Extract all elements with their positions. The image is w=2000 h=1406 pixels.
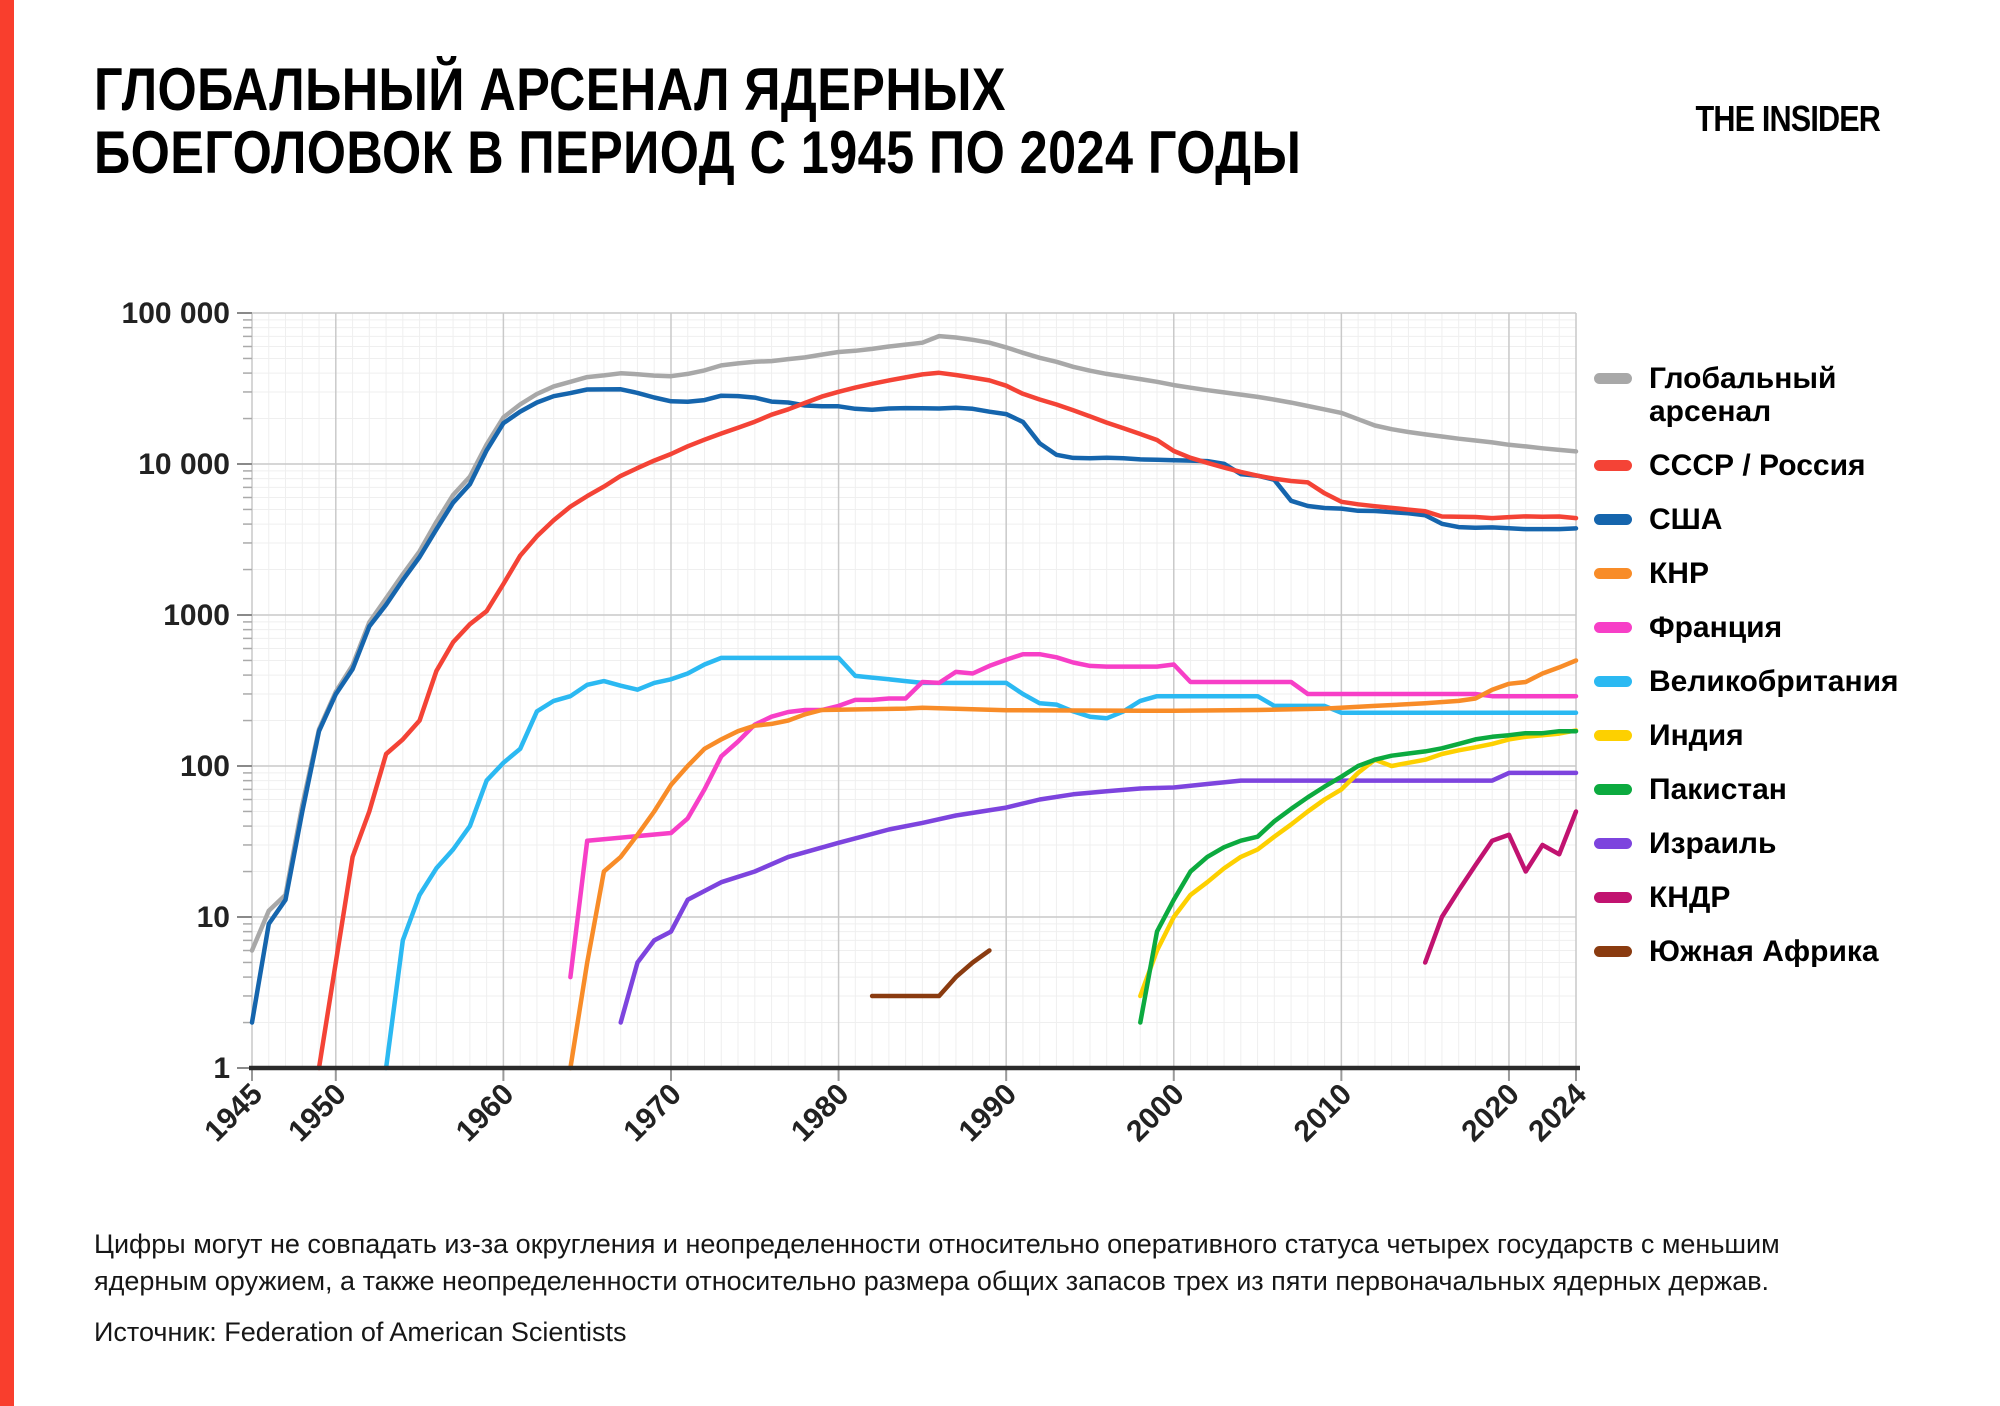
y-tick-label: 1000 (163, 599, 230, 632)
legend-label-india: Индия (1649, 719, 1744, 752)
x-tick-label: 1990 (953, 1078, 1024, 1149)
chart-legend: Глобальный арсенал СССР / Россия США КНР Фра… (1594, 362, 1914, 989)
page-title-line2: БОЕГОЛОВОК В ПЕРИОД С 1945 ПО 2024 ГОДЫ (94, 119, 1302, 186)
legend-item-dprk: КНДР (1594, 881, 1914, 914)
x-tick-label: 1950 (282, 1078, 353, 1149)
x-tick-label: 2000 (1120, 1078, 1191, 1149)
axis-ticks (237, 312, 1577, 1081)
series-line-israel (618, 770, 1579, 1025)
legend-swatch-india (1594, 730, 1632, 741)
series-line-pakistan (1138, 728, 1579, 1025)
legend-swatch-global (1594, 373, 1632, 384)
legend-label-ussr_russia: СССР / Россия (1649, 449, 1866, 482)
legend-item-china: КНР (1594, 557, 1914, 590)
page-title-line1: ГЛОБАЛЬНЫЙ АРСЕНАЛ ЯДЕРНЫХ (94, 56, 1006, 123)
series-line-uk (383, 655, 1579, 1071)
x-tick-label: 2010 (1288, 1078, 1359, 1149)
legend-label-global: Глобальный арсенал (1649, 362, 1837, 428)
page-title: ГЛОБАЛЬНЫЙ АРСЕНАЛ ЯДЕРНЫХ БОЕГОЛОВОК В … (94, 58, 1301, 184)
legend-item-south_africa: Южная Африка (1594, 935, 1914, 968)
legend-swatch-uk (1594, 676, 1632, 687)
series-line-india (1138, 728, 1579, 999)
legend-label-china: КНР (1649, 557, 1709, 590)
legend-swatch-dprk (1594, 892, 1632, 903)
legend-item-ussr_russia: СССР / Россия (1594, 449, 1914, 482)
y-tick-label: 100 000 (122, 297, 230, 330)
legend-label-usa: США (1649, 503, 1723, 536)
footnote: Цифры могут не совпадать из-за округлени… (94, 1226, 1780, 1351)
legend-swatch-china (1594, 568, 1632, 579)
series-line-dprk (1422, 809, 1579, 965)
legend-item-israel: Израиль (1594, 827, 1914, 860)
y-tick-label: 100 (180, 750, 230, 783)
legend-item-india: Индия (1594, 719, 1914, 752)
legend-swatch-ussr_russia (1594, 460, 1632, 471)
x-tick-label: 2020 (1455, 1078, 1526, 1149)
legend-item-pakistan: Пакистан (1594, 773, 1914, 806)
legend-label-uk: Великобритания (1649, 665, 1899, 698)
series-line-south_africa (869, 948, 992, 999)
x-tick-label: 1980 (785, 1078, 856, 1149)
legend-item-france: Франция (1594, 611, 1914, 644)
x-tick-label: 1960 (450, 1078, 521, 1149)
legend-label-israel: Израиль (1649, 827, 1777, 860)
footnote-line1: Цифры могут не совпадать из-за округлени… (94, 1229, 1780, 1259)
legend-swatch-usa (1594, 514, 1632, 525)
series-line-france (568, 651, 1579, 980)
series-line-china (568, 658, 1579, 1071)
legend-label-pakistan: Пакистан (1649, 773, 1787, 806)
legend-swatch-south_africa (1594, 946, 1632, 957)
legend-label-dprk: КНДР (1649, 881, 1731, 914)
legend-item-global: Глобальный арсенал (1594, 362, 1914, 428)
series-lines (249, 333, 1580, 1071)
legend-label-france: Франция (1649, 611, 1783, 644)
source-note: Источник: Federation of American Scienti… (94, 1317, 627, 1347)
x-tick-label: 1970 (617, 1078, 688, 1149)
legend-label-south_africa: Южная Африка (1649, 935, 1879, 968)
y-tick-label: 1 (213, 1052, 230, 1085)
legend-swatch-israel (1594, 838, 1632, 849)
series-line-ussr_russia (316, 370, 1579, 1071)
series-line-usa (249, 387, 1579, 1025)
y-tick-label: 10 (197, 901, 230, 934)
accent-bar (0, 0, 14, 1406)
brand-logo: THE INSIDER (1695, 98, 1881, 139)
legend-item-uk: Великобритания (1594, 665, 1914, 698)
footnote-line2: ядерным оружием, а также неопределенност… (94, 1266, 1770, 1296)
legend-swatch-france (1594, 622, 1632, 633)
x-tick-label: 1945 (198, 1078, 269, 1149)
legend-swatch-pakistan (1594, 784, 1632, 795)
series-line-global (249, 333, 1579, 953)
x-tick-label: 2024 (1522, 1077, 1593, 1148)
y-tick-label: 10 000 (138, 448, 230, 481)
nuclear-arsenal-line-chart: 1 10 100 1000 10 000 100 000 1945 1950 1960 1970 1… (122, 297, 1594, 1149)
legend-item-usa: США (1594, 503, 1914, 536)
